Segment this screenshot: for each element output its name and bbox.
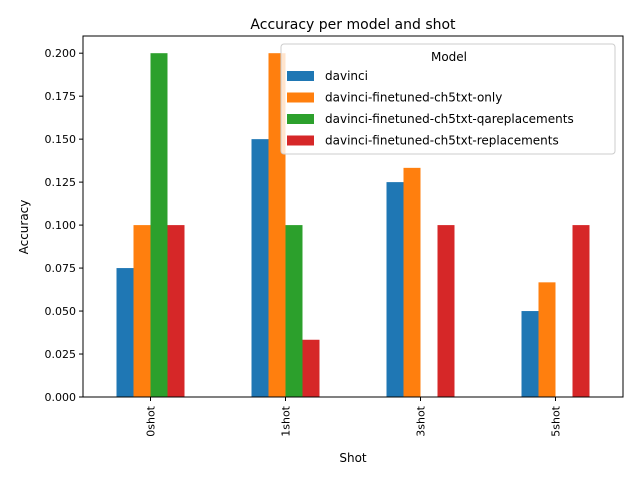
legend: Model davinci davinci-finetuned-ch5txt-on… — [280, 43, 616, 155]
bar-0shot-series-1 — [116, 268, 134, 397]
legend-label: davinci-finetuned-ch5txt-replacements — [325, 134, 559, 148]
x-tick-label: 3shot — [415, 405, 428, 436]
bar-5shot-series-4 — [572, 225, 590, 397]
plot-frame — [82, 35, 624, 398]
y-tick-label: 0.175 — [45, 90, 77, 103]
legend-title: Model — [431, 50, 467, 64]
bar-1shot-series-4 — [302, 339, 320, 397]
legend-swatch — [287, 114, 314, 124]
legend-label: davinci-finetuned-ch5txt-qareplacements — [325, 112, 574, 126]
bar-3shot-series-1 — [386, 182, 404, 397]
bar-3shot-series-2 — [403, 167, 421, 397]
chart-title: Accuracy per model and shot — [250, 17, 456, 33]
bar-0shot-series-4 — [167, 225, 185, 397]
x-tick-label: 0shot — [145, 405, 158, 436]
bar-5shot-series-1 — [521, 311, 539, 397]
legend-box — [280, 43, 616, 155]
y-tick-label: 0.100 — [45, 219, 77, 232]
y-tick-label: 0.150 — [45, 133, 77, 146]
bar-3shot-series-4 — [437, 225, 455, 397]
y-tick-label: 0.025 — [45, 348, 77, 361]
x-tick-label: 5shot — [550, 405, 563, 436]
bar-0shot-series-3 — [150, 53, 168, 397]
bar-1shot-series-3 — [285, 225, 303, 397]
bar-5shot-series-2 — [538, 282, 556, 397]
bar-1shot-series-1 — [251, 139, 269, 397]
legend-swatch — [287, 92, 314, 103]
y-tick-label: 0.075 — [45, 262, 77, 275]
bar-0shot-series-2 — [133, 225, 151, 397]
y-tick-label: 0.050 — [45, 305, 77, 318]
y-tick-label: 0.200 — [45, 47, 77, 60]
legend-label: davinci — [325, 69, 368, 83]
legend-label: davinci-finetuned-ch5txt-only — [325, 91, 502, 105]
y-tick-label: 0.000 — [45, 391, 77, 404]
y-tick-label: 0.125 — [45, 176, 77, 189]
y-axis-label: Accuracy — [17, 200, 31, 255]
x-tick-label: 1shot — [280, 405, 293, 436]
plot-area: 0.000 0.025 0.050 0.075 0.100 0.125 0.150 0.175… — [45, 35, 624, 437]
legend-swatch — [287, 71, 314, 81]
x-axis-label: Shot — [339, 451, 367, 465]
legend-swatch — [287, 135, 314, 146]
